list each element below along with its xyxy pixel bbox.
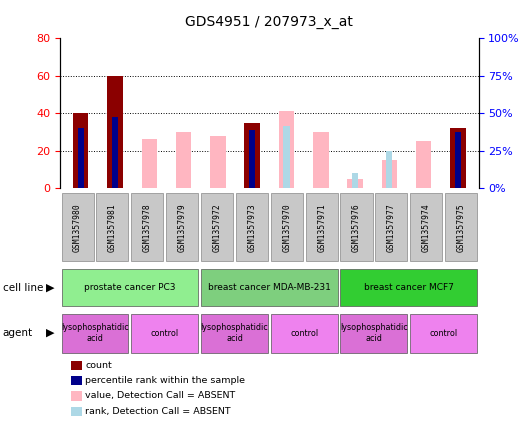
- Text: GDS4951 / 207973_x_at: GDS4951 / 207973_x_at: [186, 15, 353, 29]
- Bar: [107, 76, 123, 188]
- Bar: [244, 123, 260, 188]
- Bar: [62, 269, 198, 306]
- Text: GSM1357980: GSM1357980: [73, 203, 82, 252]
- Text: control: control: [429, 329, 458, 338]
- Bar: [96, 193, 129, 261]
- Text: rank, Detection Call = ABSENT: rank, Detection Call = ABSENT: [85, 407, 231, 416]
- Bar: [249, 130, 255, 188]
- Text: GSM1357978: GSM1357978: [143, 203, 152, 252]
- Text: GSM1357981: GSM1357981: [108, 203, 117, 252]
- Bar: [340, 313, 407, 353]
- Text: lysophosphatidic
acid: lysophosphatidic acid: [340, 324, 408, 343]
- Bar: [201, 269, 338, 306]
- Text: GSM1357971: GSM1357971: [317, 203, 326, 252]
- Text: control: control: [151, 329, 179, 338]
- Bar: [340, 269, 477, 306]
- Text: breast cancer MCF7: breast cancer MCF7: [364, 283, 454, 292]
- Bar: [347, 179, 363, 188]
- Bar: [283, 126, 290, 188]
- Bar: [236, 193, 268, 261]
- Bar: [201, 313, 268, 353]
- Text: GSM1357976: GSM1357976: [352, 203, 361, 252]
- Bar: [416, 141, 431, 188]
- Bar: [131, 193, 163, 261]
- Bar: [313, 132, 328, 188]
- Bar: [77, 128, 84, 188]
- Bar: [410, 313, 477, 353]
- Bar: [62, 193, 94, 261]
- Bar: [176, 132, 191, 188]
- Text: value, Detection Call = ABSENT: value, Detection Call = ABSENT: [85, 391, 235, 401]
- Bar: [279, 111, 294, 188]
- Bar: [201, 193, 233, 261]
- Bar: [166, 193, 198, 261]
- Bar: [352, 173, 358, 188]
- Bar: [210, 136, 225, 188]
- Bar: [131, 313, 198, 353]
- Text: ▶: ▶: [47, 283, 55, 293]
- Text: GSM1357977: GSM1357977: [387, 203, 396, 252]
- Text: control: control: [290, 329, 319, 338]
- Text: GSM1357979: GSM1357979: [178, 203, 187, 252]
- Bar: [382, 160, 397, 188]
- Bar: [73, 113, 88, 188]
- Bar: [112, 117, 118, 188]
- Text: lysophosphatidic
acid: lysophosphatidic acid: [201, 324, 268, 343]
- Bar: [62, 313, 129, 353]
- Bar: [450, 128, 465, 188]
- Text: cell line: cell line: [3, 283, 43, 293]
- Bar: [271, 193, 303, 261]
- Text: ▶: ▶: [47, 328, 55, 338]
- Bar: [340, 193, 372, 261]
- Text: GSM1357975: GSM1357975: [457, 203, 465, 252]
- Bar: [142, 140, 157, 188]
- Text: GSM1357970: GSM1357970: [282, 203, 291, 252]
- Text: count: count: [85, 361, 112, 370]
- Text: prostate cancer PC3: prostate cancer PC3: [84, 283, 176, 292]
- Text: lysophosphatidic
acid: lysophosphatidic acid: [61, 324, 129, 343]
- Bar: [410, 193, 442, 261]
- Text: agent: agent: [3, 328, 33, 338]
- Bar: [305, 193, 338, 261]
- Text: GSM1357974: GSM1357974: [422, 203, 431, 252]
- Text: breast cancer MDA-MB-231: breast cancer MDA-MB-231: [208, 283, 331, 292]
- Text: GSM1357972: GSM1357972: [212, 203, 222, 252]
- Bar: [376, 193, 407, 261]
- Text: GSM1357973: GSM1357973: [247, 203, 256, 252]
- Bar: [271, 313, 338, 353]
- Text: percentile rank within the sample: percentile rank within the sample: [85, 376, 245, 385]
- Bar: [386, 151, 392, 188]
- Bar: [445, 193, 477, 261]
- Bar: [455, 132, 461, 188]
